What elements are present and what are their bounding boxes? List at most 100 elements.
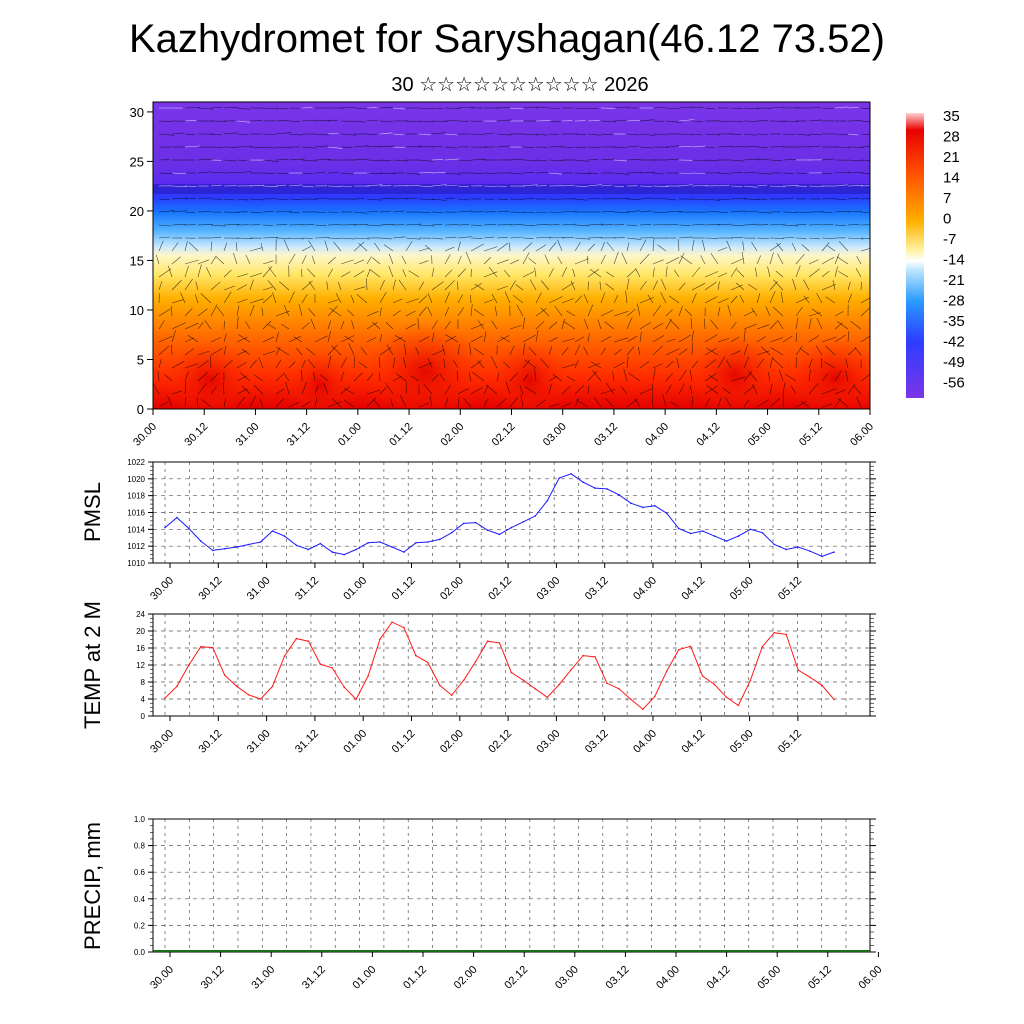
x-tick-label: 04.12	[679, 575, 707, 603]
wind-barb	[470, 294, 472, 304]
x-tick-label: 31.00	[245, 728, 273, 756]
wind-barb	[327, 211, 339, 213]
wind-barb	[452, 359, 459, 369]
y-tick-label: 1016	[127, 509, 145, 518]
wind-barb	[726, 240, 732, 252]
wind-barb	[782, 197, 794, 200]
wind-barb	[223, 242, 228, 252]
wind-barb	[431, 349, 445, 356]
wind-barb	[730, 107, 744, 109]
wind-barb	[704, 281, 717, 291]
wind-barb	[275, 398, 284, 408]
wind-barb	[690, 318, 693, 330]
wind-barb	[196, 397, 199, 408]
wind-barb	[158, 210, 175, 213]
wind-barb	[782, 335, 793, 343]
wind-barb	[657, 244, 667, 252]
wind-barb	[431, 224, 443, 226]
wind-barb	[600, 133, 613, 136]
wind-barb	[756, 133, 768, 136]
wind-barb	[652, 322, 664, 330]
wind-barb	[626, 335, 638, 343]
data-point	[247, 694, 250, 696]
wind-barb	[834, 210, 850, 213]
wind-barb	[301, 172, 313, 175]
wind-barb	[535, 244, 547, 252]
data-point	[785, 633, 787, 636]
wind-barb	[223, 320, 225, 330]
wind-barb	[717, 356, 726, 369]
x-tick-label: 30.00	[148, 728, 176, 756]
wind-barb	[262, 266, 273, 278]
wind-barb	[288, 198, 302, 200]
wind-barb	[743, 172, 757, 174]
wind-barb	[710, 319, 719, 330]
x-tick-label: 03.12	[583, 575, 611, 603]
wind-barb	[283, 372, 290, 382]
wind-barb	[249, 184, 265, 187]
wind-barb	[236, 273, 248, 278]
data-point	[749, 679, 752, 682]
wind-barb	[171, 390, 183, 395]
wind-barb	[847, 293, 852, 304]
wind-barb	[678, 119, 695, 122]
wind-barb	[470, 304, 473, 317]
wind-barb	[288, 361, 296, 369]
wind-barb	[288, 133, 303, 136]
wind-barb	[457, 307, 465, 317]
wind-barb	[379, 347, 392, 356]
wind-barb	[613, 361, 625, 369]
wind-barb	[275, 388, 285, 395]
wind-barb	[327, 330, 332, 343]
wind-barb	[743, 399, 750, 408]
wind-barb	[431, 267, 435, 278]
wind-barb	[706, 384, 719, 395]
wind-barb	[587, 268, 600, 278]
wind-barb	[600, 347, 606, 356]
wind-barb	[195, 281, 199, 291]
wind-barb	[760, 346, 771, 356]
wind-barb	[548, 120, 561, 123]
wind-barb	[288, 237, 304, 240]
wind-barb	[301, 401, 311, 408]
wind-barb	[301, 255, 307, 265]
wind-barb	[535, 133, 548, 136]
wind-barb	[444, 236, 457, 239]
wind-barb	[262, 350, 276, 356]
wind-barb	[503, 270, 511, 278]
x-tick-label: 30.00	[148, 964, 176, 992]
wind-barb	[625, 290, 628, 304]
wind-barb	[769, 223, 786, 226]
wind-barb	[678, 282, 686, 291]
data-point	[773, 631, 776, 634]
wind-barb	[730, 172, 743, 174]
wind-barb	[494, 306, 498, 317]
wind-barb	[288, 158, 305, 161]
wind-barb	[691, 266, 701, 278]
wind-barb	[500, 336, 511, 343]
wind-barb	[652, 259, 664, 265]
wind-barb	[587, 223, 604, 226]
wind-barb	[379, 372, 381, 382]
wind-barb	[275, 132, 291, 135]
wind-barb	[340, 372, 344, 382]
data-point	[283, 535, 286, 537]
data-point	[606, 682, 608, 685]
wind-barb	[613, 311, 629, 317]
wind-barb	[197, 372, 208, 382]
data-point	[271, 685, 274, 688]
wind-barb	[457, 236, 472, 239]
wind-barb	[314, 172, 326, 174]
x-tick-label: 03.12	[604, 964, 632, 992]
wind-barb	[158, 133, 174, 136]
wind-barb	[431, 374, 439, 382]
wind-barb	[808, 268, 820, 278]
wind-barb	[366, 397, 377, 408]
wind-barb	[293, 336, 303, 343]
wind-barb	[574, 360, 579, 369]
wind-barb	[522, 198, 535, 200]
wind-barb	[600, 388, 616, 395]
wind-barb	[496, 224, 512, 226]
wind-barb	[340, 357, 348, 369]
